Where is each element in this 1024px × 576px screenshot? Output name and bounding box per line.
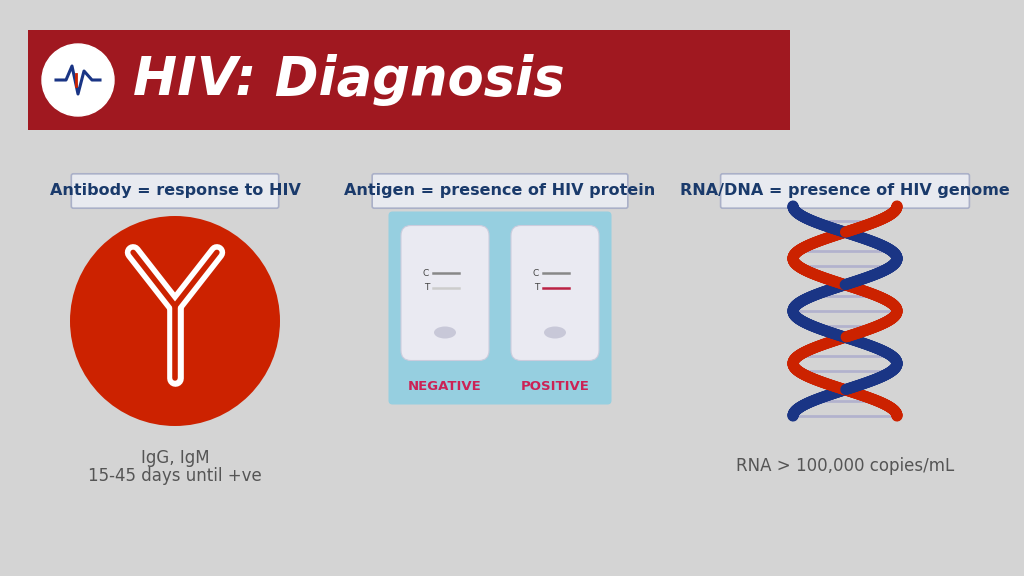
Text: RNA > 100,000 copies/mL: RNA > 100,000 copies/mL: [736, 457, 954, 475]
Text: T: T: [424, 283, 429, 293]
FancyBboxPatch shape: [721, 174, 970, 208]
Text: 15-45 days until +ve: 15-45 days until +ve: [88, 467, 262, 485]
Circle shape: [70, 216, 280, 426]
Ellipse shape: [434, 327, 456, 339]
Text: POSITIVE: POSITIVE: [520, 380, 590, 393]
FancyBboxPatch shape: [72, 174, 279, 208]
Text: Antigen = presence of HIV protein: Antigen = presence of HIV protein: [344, 184, 655, 199]
FancyBboxPatch shape: [28, 30, 790, 130]
FancyBboxPatch shape: [388, 211, 611, 404]
Text: C: C: [423, 268, 429, 278]
Text: T: T: [534, 283, 539, 293]
Circle shape: [42, 44, 114, 116]
Text: HIV: Diagnosis: HIV: Diagnosis: [133, 54, 564, 106]
FancyBboxPatch shape: [511, 225, 599, 361]
Text: Antibody = response to HIV: Antibody = response to HIV: [49, 184, 300, 199]
Ellipse shape: [544, 327, 566, 339]
Text: NEGATIVE: NEGATIVE: [409, 380, 482, 393]
Text: IgG, IgM: IgG, IgM: [140, 449, 209, 467]
FancyBboxPatch shape: [372, 174, 628, 208]
Text: C: C: [532, 268, 539, 278]
FancyBboxPatch shape: [401, 225, 489, 361]
Text: RNA/DNA = presence of HIV genome: RNA/DNA = presence of HIV genome: [680, 184, 1010, 199]
